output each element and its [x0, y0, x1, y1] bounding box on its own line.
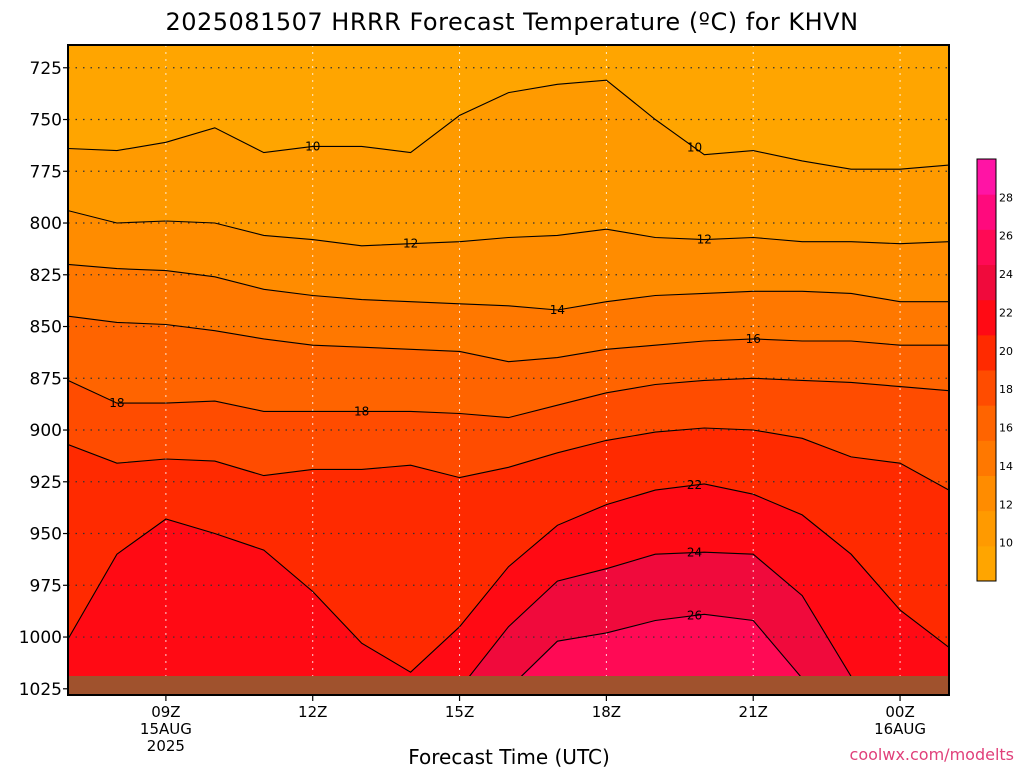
colorbar-tick-label: 24	[999, 268, 1013, 281]
y-tick-label: 850	[30, 318, 62, 338]
colorbar-tick-label: 28	[999, 191, 1013, 204]
colorbar-tick-label: 20	[999, 345, 1013, 358]
ground-layer	[69, 676, 948, 694]
colorbar-segment	[977, 264, 996, 301]
isotherm-label: 24	[687, 546, 702, 560]
colorbar-segment	[977, 299, 996, 336]
colorbar-tick-label: 22	[999, 306, 1013, 319]
isotherm-12	[68, 210, 949, 247]
colorbar-tick-label: 26	[999, 230, 1013, 243]
colorbar: 10 12 14 16 18 20 22 24 26 28	[976, 158, 1013, 582]
isotherm-14	[68, 263, 949, 311]
colorbar-segment	[977, 510, 996, 547]
y-tick-label: 875	[30, 369, 62, 389]
colorbar-segment	[977, 194, 996, 230]
colorbar-frame	[976, 158, 997, 582]
colorbar-segment	[977, 475, 996, 512]
temp-band-above-24	[312, 552, 949, 695]
isotherm-label: 10	[305, 139, 320, 153]
y-tick-label: 925	[30, 473, 62, 493]
y-tick-label: 1000	[19, 628, 62, 648]
isotherm-label: 14	[550, 303, 565, 317]
y-tick-label: 750	[30, 111, 62, 131]
colorbar-segment	[977, 229, 996, 265]
colorbar-tick-label: 14	[999, 460, 1013, 473]
colorbar-segment	[977, 545, 996, 582]
isotherm-26	[508, 613, 852, 690]
x-tick-label: 00Z	[885, 703, 914, 721]
colorbar-segment	[977, 405, 996, 441]
isotherm-16	[68, 315, 949, 363]
isotherm-lines: 10 10 12 12 14 16 18 18 22 24 26	[68, 79, 949, 690]
x-tick-label: 09Z	[151, 703, 180, 721]
colorbar-segment	[977, 334, 996, 371]
colorbar-tick-label: 18	[999, 383, 1013, 396]
colorbar-segment	[977, 370, 996, 406]
colorbar-segment	[977, 159, 996, 195]
colorbar-segment	[977, 440, 996, 476]
plot-frame	[67, 44, 950, 696]
isotherm-label: 18	[109, 396, 124, 410]
isotherm-label: 22	[687, 478, 702, 492]
isotherm-label: 12	[697, 233, 712, 247]
chart-title: 2025081507 HRRR Forecast Temperature (ºC…	[165, 8, 858, 36]
y-tick-label: 800	[30, 214, 62, 234]
x-tick-label: 21Z	[739, 703, 768, 721]
colorbar-tick-label: 10	[999, 537, 1013, 550]
credit-text: coolwx.com/modelts	[850, 745, 1014, 764]
x-tick-label: 15Z	[445, 703, 474, 721]
plot-area	[68, 45, 949, 695]
y-tick-label: 1025	[19, 680, 62, 700]
colorbar-tick-label: 16	[999, 422, 1013, 435]
isotherm-label: 12	[403, 237, 418, 251]
x-tick-label: 15AUG	[140, 720, 192, 738]
y-tick-label: 725	[30, 59, 62, 79]
isotherm-10	[68, 79, 949, 170]
isotherm-label: 10	[687, 141, 702, 155]
isotherm-18	[68, 377, 949, 419]
y-tick-label: 975	[30, 576, 62, 596]
x-axis-label: Forecast Time (UTC)	[408, 745, 610, 768]
x-tick-label: 12Z	[298, 703, 327, 721]
y-tick-label: 825	[30, 266, 62, 286]
temp-band-above-26	[508, 614, 852, 695]
isotherm-20	[68, 427, 949, 491]
x-tick-label: 16AUG	[874, 720, 926, 738]
y-axis: 725 750 775 800 825 850 875 900 925 950 975 1000 102…	[19, 59, 68, 700]
isotherm-22	[68, 483, 949, 673]
ground-strip	[69, 676, 948, 694]
isotherm-label: 18	[354, 404, 369, 418]
colorbar-tick-label: 12	[999, 498, 1013, 511]
isotherm-label: 16	[746, 332, 761, 346]
x-tick-label: 18Z	[592, 703, 621, 721]
y-tick-label: 950	[30, 525, 62, 545]
x-tick-label: 2025	[147, 737, 185, 755]
isotherm-label: 26	[687, 609, 702, 623]
y-tick-label: 775	[30, 162, 62, 182]
y-tick-label: 900	[30, 421, 62, 441]
